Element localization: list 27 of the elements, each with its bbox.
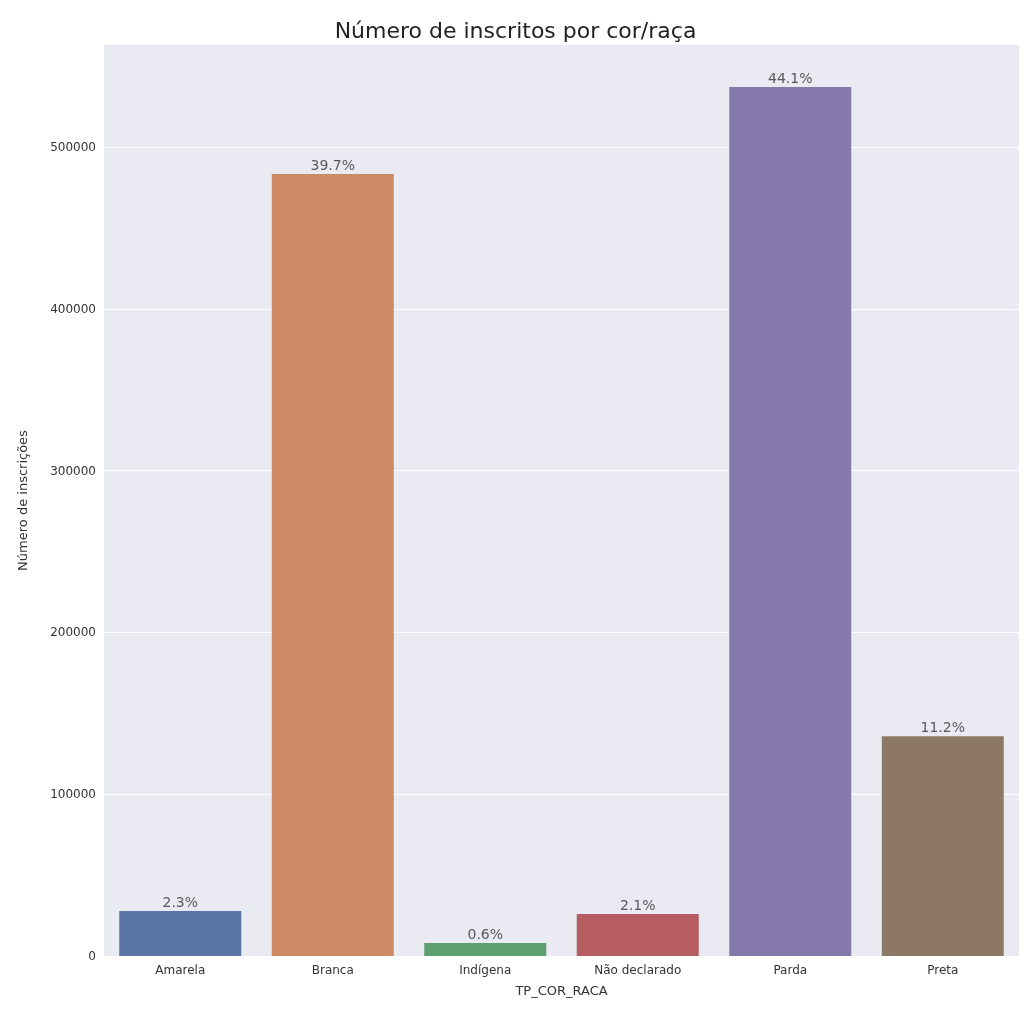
bar [119, 911, 242, 956]
x-tick-label: Indígena [459, 963, 512, 977]
x-tick-label: Branca [311, 963, 354, 977]
annotation: 2.1% [619, 897, 656, 914]
y-tick-label: 0 [88, 949, 96, 963]
annotation: 11.2% [920, 719, 965, 736]
x-tick-label: Não declarado [594, 963, 682, 977]
y-tick-label: 300000 [50, 463, 96, 478]
bar [424, 943, 547, 956]
chart-title: Número de inscritos por cor/raça [334, 17, 697, 43]
bar [881, 736, 1004, 956]
x-axis-title: TP_COR_RACA [514, 983, 608, 998]
bar [729, 87, 852, 956]
x-tick-label: Preta [927, 963, 959, 977]
y-tick-label: 500000 [50, 139, 96, 154]
x-tick-label: Amarela [155, 963, 206, 977]
annotation: 44.1% [768, 70, 813, 87]
bar [576, 914, 699, 956]
y-tick-label: 100000 [50, 787, 96, 802]
annotation: 0.6% [467, 926, 504, 943]
x-tick-label: Parda [773, 963, 808, 977]
bar [271, 173, 394, 956]
annotation: 39.7% [310, 156, 355, 173]
y-tick-label: 200000 [50, 625, 96, 640]
y-axis-title: Número de inscrições [15, 429, 30, 571]
y-tick-label: 400000 [50, 301, 96, 316]
annotation: 2.3% [162, 894, 199, 911]
